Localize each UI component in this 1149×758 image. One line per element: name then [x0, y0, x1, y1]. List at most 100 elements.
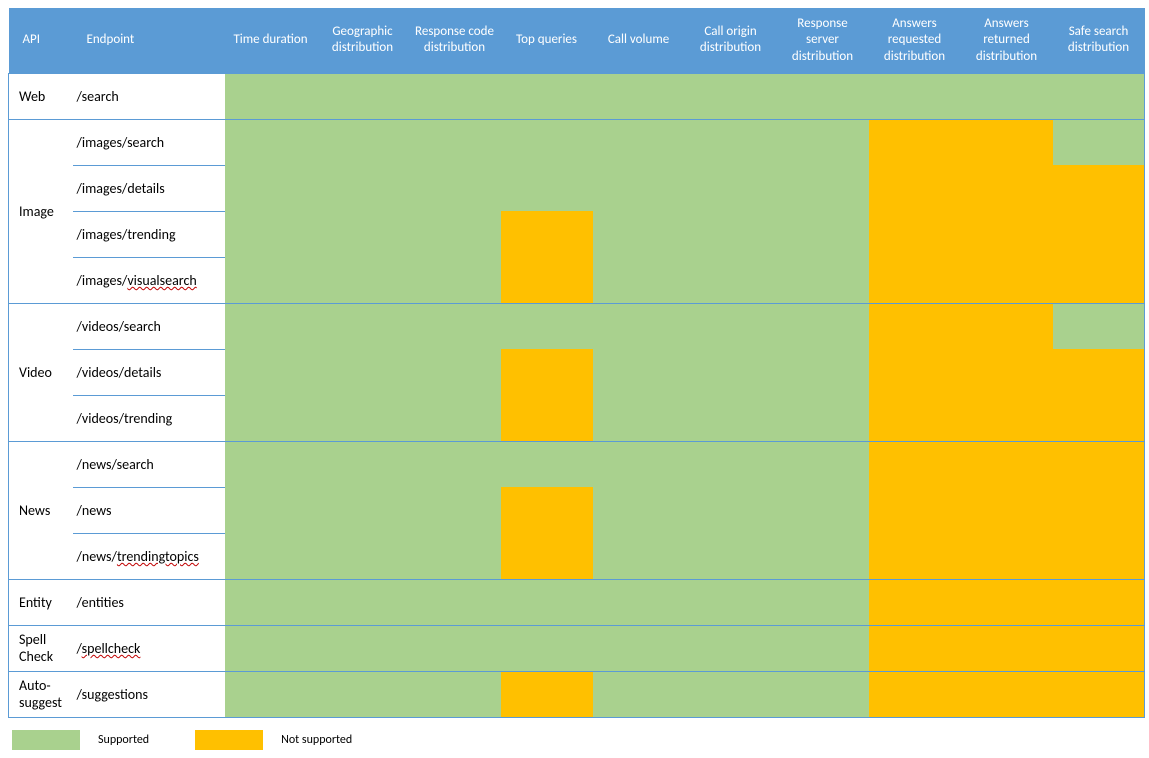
status-not-supported — [501, 671, 593, 717]
status-supported — [317, 119, 409, 165]
status-not-supported — [961, 119, 1053, 165]
status-supported — [1053, 119, 1145, 165]
col-header-endpoint: Endpoint — [73, 8, 225, 73]
status-supported — [317, 533, 409, 579]
status-supported — [685, 211, 777, 257]
status-supported — [409, 303, 501, 349]
status-supported — [777, 671, 869, 717]
status-supported — [317, 395, 409, 441]
header-row: APIEndpointTime durationGeographic distr… — [9, 8, 1145, 73]
status-not-supported — [869, 671, 961, 717]
status-supported — [317, 211, 409, 257]
status-supported — [501, 165, 593, 211]
table-row: Image/images/search — [9, 119, 1145, 165]
status-not-supported — [869, 165, 961, 211]
endpoint-cell: /videos/trending — [73, 395, 225, 441]
status-not-supported — [1053, 579, 1145, 625]
status-not-supported — [961, 441, 1053, 487]
status-supported — [593, 395, 685, 441]
status-not-supported — [869, 211, 961, 257]
table-row: /images/visualsearch — [9, 257, 1145, 303]
status-not-supported — [961, 165, 1053, 211]
status-not-supported — [869, 487, 961, 533]
status-supported — [225, 211, 317, 257]
status-supported — [685, 303, 777, 349]
status-supported — [409, 257, 501, 303]
table-row: Auto-suggest/suggestions — [9, 671, 1145, 717]
status-not-supported — [869, 395, 961, 441]
status-not-supported — [869, 257, 961, 303]
status-supported — [225, 533, 317, 579]
status-supported — [317, 165, 409, 211]
legend-swatch-not-supported — [195, 730, 263, 750]
col-header-metric-9: Safe search distribution — [1053, 8, 1145, 73]
status-supported — [777, 579, 869, 625]
status-supported — [225, 441, 317, 487]
endpoint-cell: /news/trendingtopics — [73, 533, 225, 579]
status-supported — [501, 73, 593, 119]
api-group-cell: Spell Check — [9, 625, 73, 671]
status-supported — [225, 395, 317, 441]
endpoint-cell: /spellcheck — [73, 625, 225, 671]
status-supported — [777, 73, 869, 119]
status-supported — [317, 671, 409, 717]
api-group-cell: News — [9, 441, 73, 579]
status-supported — [409, 119, 501, 165]
status-supported — [409, 625, 501, 671]
misspelled-fragment: visualsearch — [127, 272, 196, 289]
status-supported — [593, 533, 685, 579]
status-supported — [593, 119, 685, 165]
status-supported — [777, 395, 869, 441]
endpoint-cell: /images/visualsearch — [73, 257, 225, 303]
support-matrix-table: APIEndpointTime durationGeographic distr… — [8, 8, 1145, 718]
endpoint-cell: /images/details — [73, 165, 225, 211]
endpoint-cell: /search — [73, 73, 225, 119]
status-supported — [777, 119, 869, 165]
endpoint-cell: /images/trending — [73, 211, 225, 257]
status-supported — [225, 165, 317, 211]
status-supported — [777, 211, 869, 257]
status-supported — [1053, 73, 1145, 119]
status-not-supported — [1053, 165, 1145, 211]
status-supported — [777, 303, 869, 349]
status-supported — [409, 533, 501, 579]
status-supported — [317, 349, 409, 395]
status-supported — [685, 119, 777, 165]
status-supported — [593, 303, 685, 349]
api-group-cell: Web — [9, 73, 73, 119]
status-supported — [685, 165, 777, 211]
status-supported — [409, 671, 501, 717]
status-supported — [225, 303, 317, 349]
status-supported — [685, 625, 777, 671]
status-not-supported — [961, 257, 1053, 303]
misspelled-fragment: spellcheck — [82, 640, 141, 657]
status-supported — [777, 441, 869, 487]
status-not-supported — [1053, 211, 1145, 257]
status-supported — [317, 487, 409, 533]
col-header-metric-5: Call origin distribution — [685, 8, 777, 73]
status-not-supported — [869, 349, 961, 395]
col-header-metric-1: Geographic distribution — [317, 8, 409, 73]
status-supported — [593, 257, 685, 303]
table-row: Web/search — [9, 73, 1145, 119]
status-supported — [409, 579, 501, 625]
status-not-supported — [501, 395, 593, 441]
status-supported — [317, 257, 409, 303]
table-row: /news — [9, 487, 1145, 533]
status-not-supported — [869, 579, 961, 625]
endpoint-cell: /news — [73, 487, 225, 533]
status-supported — [317, 625, 409, 671]
status-not-supported — [869, 119, 961, 165]
status-supported — [593, 211, 685, 257]
table-row: /videos/details — [9, 349, 1145, 395]
status-not-supported — [501, 349, 593, 395]
status-supported — [317, 73, 409, 119]
status-supported — [225, 119, 317, 165]
status-supported — [685, 487, 777, 533]
endpoint-cell: /videos/search — [73, 303, 225, 349]
api-group-cell: Image — [9, 119, 73, 303]
status-supported — [593, 441, 685, 487]
status-not-supported — [961, 395, 1053, 441]
api-group-cell: Entity — [9, 579, 73, 625]
status-supported — [685, 73, 777, 119]
